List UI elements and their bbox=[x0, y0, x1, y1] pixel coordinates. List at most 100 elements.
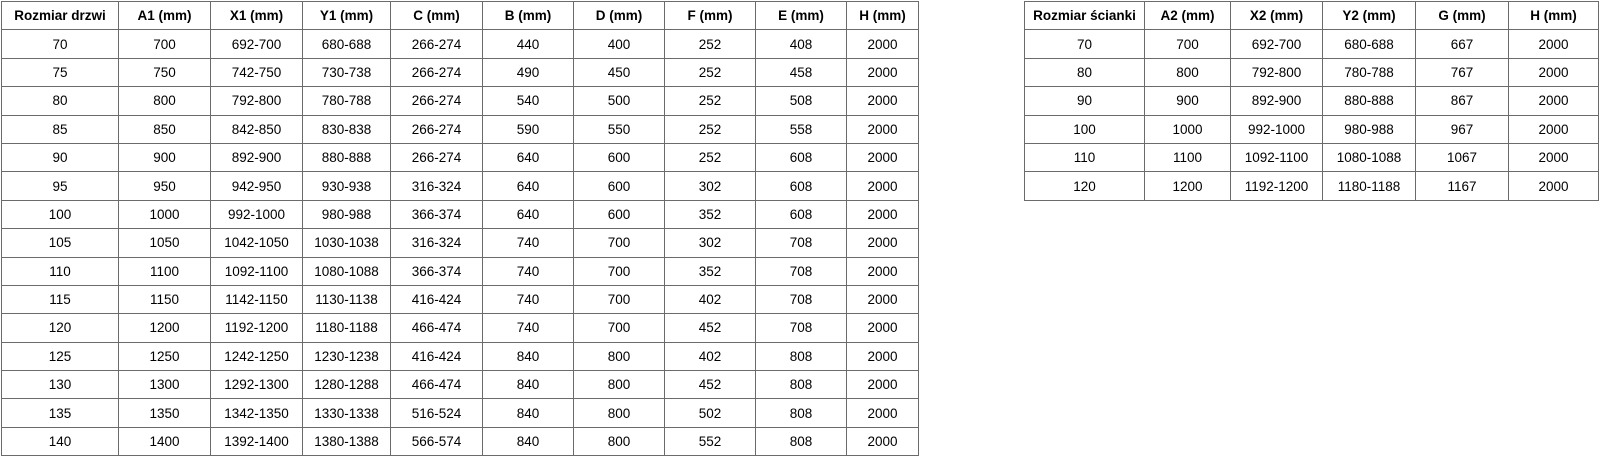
table-cell: 2000 bbox=[846, 256, 919, 286]
table-cell: 2000 bbox=[1508, 142, 1599, 173]
table-row: 70 700 692-700 680-688 667 2000 bbox=[1024, 29, 1599, 59]
table-cell: 70 bbox=[1024, 29, 1145, 59]
table-cell: 1150 bbox=[118, 284, 211, 315]
header-row: Rozmiar ścianki A2 (mm) X2 (mm) Y2 (mm) G (m… bbox=[1024, 0, 1599, 31]
table-cell: 2000 bbox=[846, 29, 919, 59]
table-cell: 125 bbox=[1, 341, 119, 372]
table-cell: 808 bbox=[755, 426, 847, 457]
table-cell: 1142-1150 bbox=[210, 284, 303, 315]
table-cell: 135 bbox=[1, 398, 119, 428]
table-cell: 800 bbox=[573, 398, 665, 428]
table-row: 100 1000 992-1000 980-988 967 2000 bbox=[1024, 114, 1599, 144]
table-cell: 466-474 bbox=[390, 370, 483, 400]
table-cell: 708 bbox=[755, 256, 847, 286]
table-row: 70 700 692-700 680-688 266-274 440 400 252 408 20… bbox=[1, 29, 919, 59]
table-cell: 266-274 bbox=[390, 114, 483, 144]
table-cell: 70 bbox=[1, 29, 119, 59]
column-header: E (mm) bbox=[755, 0, 847, 31]
table-cell: 400 bbox=[573, 29, 665, 59]
table-cell: 90 bbox=[1024, 86, 1145, 116]
table-cell: 2000 bbox=[846, 199, 919, 230]
table-cell: 708 bbox=[755, 284, 847, 315]
table-cell: 1380-1388 bbox=[302, 426, 391, 457]
table-cell: 800 bbox=[573, 370, 665, 400]
table-cell: 800 bbox=[573, 426, 665, 457]
table-row: 135 1350 1342-1350 1330-1338 516-524 840 800 50… bbox=[1, 398, 919, 428]
table-cell: 2000 bbox=[846, 426, 919, 457]
table-cell: 600 bbox=[573, 142, 665, 173]
table-cell: 266-274 bbox=[390, 86, 483, 116]
table-cell: 110 bbox=[1024, 142, 1145, 173]
table-row: 110 1100 1092-1100 1080-1088 366-374 740 700 35… bbox=[1, 256, 919, 286]
table-cell: 508 bbox=[755, 86, 847, 116]
table-cell: 105 bbox=[1, 228, 119, 258]
column-header: Y2 (mm) bbox=[1322, 0, 1416, 31]
table-cell: 120 bbox=[1024, 171, 1145, 201]
table-cell: 1100 bbox=[1144, 142, 1231, 173]
table-row: 80 800 792-800 780-788 266-274 540 500 252 508 20… bbox=[1, 86, 919, 116]
table-cell: 600 bbox=[573, 199, 665, 230]
table-cell: 742-750 bbox=[210, 57, 303, 88]
table-cell: 452 bbox=[664, 370, 756, 400]
table-cell: 90 bbox=[1, 142, 119, 173]
table-cell: 452 bbox=[664, 313, 756, 343]
table-cell: 252 bbox=[664, 114, 756, 144]
table-row: 120 1200 1192-1200 1180-1188 466-474 740 700 45… bbox=[1, 313, 919, 343]
table-cell: 490 bbox=[482, 57, 574, 88]
table-cell: 900 bbox=[1144, 86, 1231, 116]
table-cell: 700 bbox=[118, 29, 211, 59]
table-cell: 730-738 bbox=[302, 57, 391, 88]
table-cell: 100 bbox=[1, 199, 119, 230]
table-cell: 1092-1100 bbox=[210, 256, 303, 286]
table-cell: 1350 bbox=[118, 398, 211, 428]
column-header: X2 (mm) bbox=[1230, 0, 1323, 31]
table-cell: 550 bbox=[573, 114, 665, 144]
table-row: 110 1100 1092-1100 1080-1088 1067 2000 bbox=[1024, 142, 1599, 173]
table-cell: 750 bbox=[118, 57, 211, 88]
table-cell: 540 bbox=[482, 86, 574, 116]
table-cell: 808 bbox=[755, 370, 847, 400]
table-row: 105 1050 1042-1050 1030-1038 316-324 740 700 30… bbox=[1, 228, 919, 258]
column-header: H (mm) bbox=[846, 0, 919, 31]
table-cell: 600 bbox=[573, 171, 665, 201]
table-cell: 100 bbox=[1024, 114, 1145, 144]
table-cell: 1050 bbox=[118, 228, 211, 258]
table-cell: 416-424 bbox=[390, 284, 483, 315]
column-header: C (mm) bbox=[390, 0, 483, 31]
table-cell: 266-274 bbox=[390, 142, 483, 173]
table-row: 85 850 842-850 830-838 266-274 590 550 252 558 20… bbox=[1, 114, 919, 144]
table-cell: 2000 bbox=[1508, 29, 1599, 59]
table-cell: 967 bbox=[1415, 114, 1509, 144]
table-cell: 352 bbox=[664, 199, 756, 230]
table-cell: 608 bbox=[755, 142, 847, 173]
table-cell: 80 bbox=[1, 86, 119, 116]
table-row: 125 1250 1242-1250 1230-1238 416-424 840 800 40… bbox=[1, 341, 919, 372]
table-cell: 842-850 bbox=[210, 114, 303, 144]
column-header: Y1 (mm) bbox=[302, 0, 391, 31]
table-row: 90 900 892-900 880-888 266-274 640 600 252 608 20… bbox=[1, 142, 919, 173]
table-row: 75 750 742-750 730-738 266-274 490 450 252 458 20… bbox=[1, 57, 919, 88]
table-cell: 840 bbox=[482, 341, 574, 372]
table-cell: 466-474 bbox=[390, 313, 483, 343]
table-cell: 2000 bbox=[846, 171, 919, 201]
table-cell: 566-574 bbox=[390, 426, 483, 457]
table-cell: 120 bbox=[1, 313, 119, 343]
table-cell: 700 bbox=[1144, 29, 1231, 59]
table-cell: 892-900 bbox=[1230, 86, 1323, 116]
table-cell: 667 bbox=[1415, 29, 1509, 59]
table-cell: 130 bbox=[1, 370, 119, 400]
table-cell: 2000 bbox=[846, 142, 919, 173]
table-cell: 1242-1250 bbox=[210, 341, 303, 372]
table-cell: 458 bbox=[755, 57, 847, 88]
door-size-table: Rozmiar drzwi A1 (mm) X1 (mm) Y1 (mm) C (mm)… bbox=[1, 0, 919, 457]
table-cell: 80 bbox=[1024, 57, 1145, 88]
table-cell: 450 bbox=[573, 57, 665, 88]
table-cell: 558 bbox=[755, 114, 847, 144]
table-cell: 808 bbox=[755, 398, 847, 428]
table-cell: 992-1000 bbox=[1230, 114, 1323, 144]
table-cell: 2000 bbox=[846, 284, 919, 315]
column-header: A2 (mm) bbox=[1144, 0, 1231, 31]
table-cell: 115 bbox=[1, 284, 119, 315]
table-cell: 1392-1400 bbox=[210, 426, 303, 457]
table-cell: 1000 bbox=[118, 199, 211, 230]
